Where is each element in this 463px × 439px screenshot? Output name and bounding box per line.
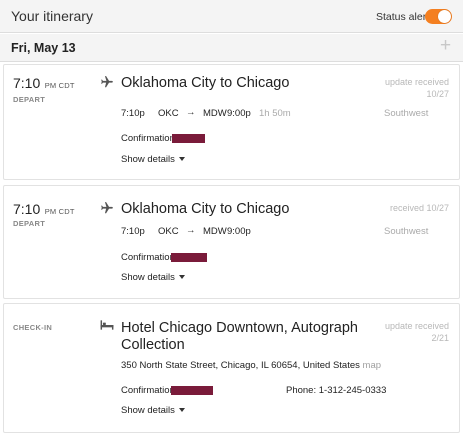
airplane-icon bbox=[101, 202, 113, 214]
trip-title[interactable]: Oklahoma City to Chicago bbox=[121, 201, 290, 217]
page-title: Your itinerary bbox=[11, 8, 93, 24]
flight-duration: 1h 50m bbox=[259, 108, 291, 119]
show-details-button[interactable]: Show details bbox=[121, 154, 185, 165]
arr-time: 9:00p bbox=[227, 108, 251, 119]
redacted-confirmation bbox=[171, 386, 213, 395]
plus-icon[interactable]: + bbox=[440, 35, 452, 56]
arrow-right-icon: → bbox=[186, 225, 196, 236]
time-zone: PM CDT bbox=[44, 81, 75, 90]
hotel-address: 350 North State Street, Chicago, IL 6065… bbox=[121, 360, 382, 371]
airline: Southwest bbox=[384, 108, 429, 119]
show-details-button[interactable]: Show details bbox=[121, 405, 185, 416]
depart-time: 7:10 bbox=[13, 75, 41, 91]
status-alerts-toggle[interactable] bbox=[425, 9, 452, 24]
caret-down-icon bbox=[178, 275, 185, 279]
dep-time: 7:10p bbox=[121, 226, 145, 237]
hotel-card: CHECK-IN Hotel Chicago Downtown, Autogra… bbox=[3, 303, 460, 433]
bed-icon bbox=[100, 320, 114, 330]
flight-card: 7:10 PM CDT DEPART Oklahoma City to Chic… bbox=[3, 185, 460, 299]
depart-time: 7:10 bbox=[13, 201, 41, 217]
to-airport: MDW bbox=[203, 226, 227, 237]
segment-type: DEPART bbox=[13, 219, 46, 228]
time-zone: PM CDT bbox=[44, 207, 75, 216]
airplane-icon bbox=[101, 76, 113, 88]
update-status: update received 2/21 bbox=[384, 321, 449, 343]
map-link[interactable]: map bbox=[362, 360, 382, 371]
airline: Southwest bbox=[384, 226, 429, 237]
flight-card: 7:10 PM CDT DEPART Oklahoma City to Chic… bbox=[3, 64, 460, 180]
update-status: received 10/27 bbox=[389, 203, 449, 213]
confirmation-label: Confirmation: bbox=[121, 252, 178, 263]
update-status: update received 10/27 bbox=[384, 77, 449, 99]
hotel-phone: Phone: 1-312-245-0333 bbox=[286, 385, 387, 396]
hotel-title[interactable]: Hotel Chicago Downtown, Autograph Collec… bbox=[121, 320, 358, 353]
status-alerts-label: Status alerts bbox=[376, 11, 435, 23]
segment-type: DEPART bbox=[13, 95, 46, 104]
from-airport: OKC bbox=[158, 108, 179, 119]
day-header: Fri, May 13 + bbox=[0, 34, 463, 62]
redacted-confirmation bbox=[172, 134, 205, 143]
dep-time: 7:10p bbox=[121, 108, 145, 119]
confirmation-label: Confirmation: bbox=[121, 385, 178, 396]
segment-type: CHECK-IN bbox=[13, 323, 53, 332]
confirmation-label: Confirmation: bbox=[121, 133, 178, 144]
redacted-confirmation bbox=[171, 253, 207, 262]
show-details-button[interactable]: Show details bbox=[121, 272, 185, 283]
day-date: Fri, May 13 bbox=[11, 41, 76, 55]
trip-title[interactable]: Oklahoma City to Chicago bbox=[121, 75, 290, 91]
toggle-knob bbox=[438, 10, 451, 23]
to-airport: MDW bbox=[203, 108, 227, 119]
caret-down-icon bbox=[178, 157, 185, 161]
itinerary-header: Your itinerary Status alerts bbox=[0, 0, 463, 33]
arr-time: 9:00p bbox=[227, 226, 251, 237]
caret-down-icon bbox=[178, 408, 185, 412]
arrow-right-icon: → bbox=[186, 107, 196, 118]
from-airport: OKC bbox=[158, 226, 179, 237]
